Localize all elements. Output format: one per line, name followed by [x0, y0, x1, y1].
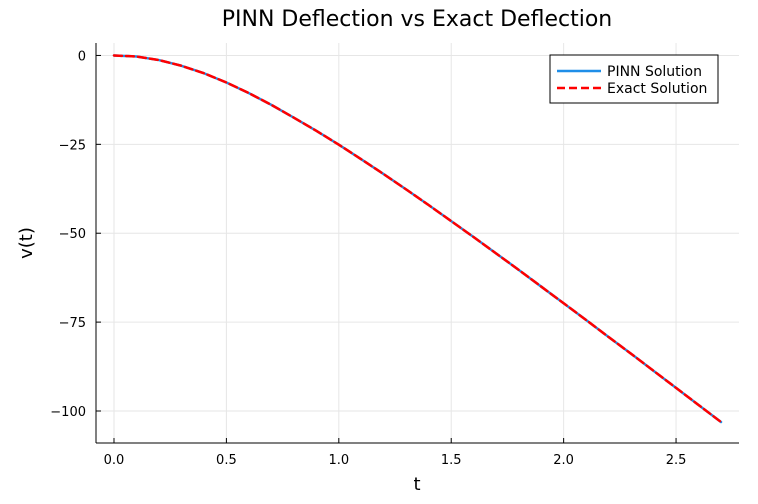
y-axis-label: v(t)	[16, 227, 37, 259]
exact-solution-line	[112, 54, 723, 424]
axes	[95, 43, 739, 444]
legend: PINN Solution Exact Solution	[549, 54, 719, 104]
x-axis-label: t	[413, 474, 420, 495]
y-tick-label: −50	[59, 227, 86, 242]
series-lines	[112, 54, 723, 424]
y-tick-label: −100	[50, 405, 86, 420]
x-tick-label: 1.5	[441, 453, 462, 468]
chart-title: PINN Deflection vs Exact Deflection	[222, 7, 612, 32]
x-tick-label: 2.0	[553, 453, 574, 468]
y-tick-label: 0	[78, 49, 86, 64]
legend-label-exact: Exact Solution	[607, 81, 707, 97]
legend-label-pinn: PINN Solution	[607, 64, 702, 80]
x-tick-label: 0.5	[216, 453, 237, 468]
grid	[96, 43, 739, 443]
ticks: 0.0 0.5 1.0 1.5 2.0 2.5 0 −25 −50 −75 −100	[50, 49, 686, 468]
y-tick-label: −25	[59, 138, 86, 153]
x-tick-label: 2.5	[666, 453, 687, 468]
x-tick-label: 0.0	[104, 453, 125, 468]
y-tick-label: −75	[59, 316, 86, 331]
x-tick-label: 1.0	[328, 453, 349, 468]
legend-box	[549, 54, 719, 104]
